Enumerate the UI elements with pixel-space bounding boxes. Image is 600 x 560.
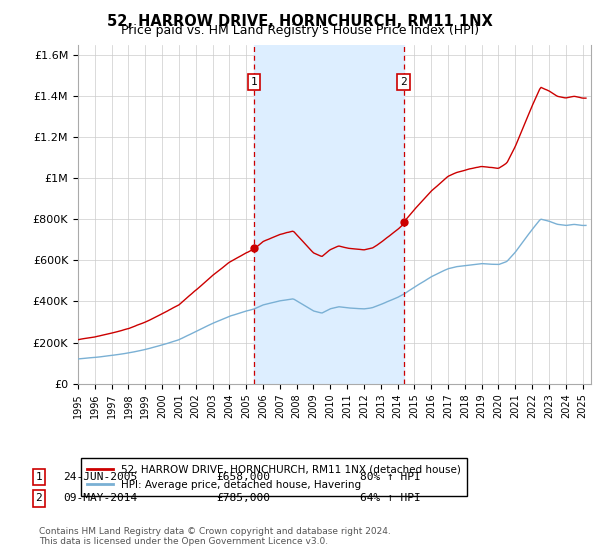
Text: 64% ↑ HPI: 64% ↑ HPI bbox=[360, 493, 421, 503]
Text: 2: 2 bbox=[35, 493, 43, 503]
Bar bbox=[254, 45, 404, 384]
Legend: 52, HARROW DRIVE, HORNCHURCH, RM11 1NX (detached house), HPI: Average price, det: 52, HARROW DRIVE, HORNCHURCH, RM11 1NX (… bbox=[80, 458, 467, 496]
Text: £785,000: £785,000 bbox=[216, 493, 270, 503]
Text: 52, HARROW DRIVE, HORNCHURCH, RM11 1NX: 52, HARROW DRIVE, HORNCHURCH, RM11 1NX bbox=[107, 14, 493, 29]
Text: 24-JUN-2005: 24-JUN-2005 bbox=[63, 472, 137, 482]
Text: 1: 1 bbox=[35, 472, 43, 482]
Text: 1: 1 bbox=[251, 77, 257, 87]
Text: 2: 2 bbox=[400, 77, 407, 87]
Text: 09-MAY-2014: 09-MAY-2014 bbox=[63, 493, 137, 503]
Text: £658,000: £658,000 bbox=[216, 472, 270, 482]
Text: Price paid vs. HM Land Registry's House Price Index (HPI): Price paid vs. HM Land Registry's House … bbox=[121, 24, 479, 37]
Text: 80% ↑ HPI: 80% ↑ HPI bbox=[360, 472, 421, 482]
Text: This data is licensed under the Open Government Licence v3.0.: This data is licensed under the Open Gov… bbox=[39, 537, 328, 546]
Text: Contains HM Land Registry data © Crown copyright and database right 2024.: Contains HM Land Registry data © Crown c… bbox=[39, 527, 391, 536]
